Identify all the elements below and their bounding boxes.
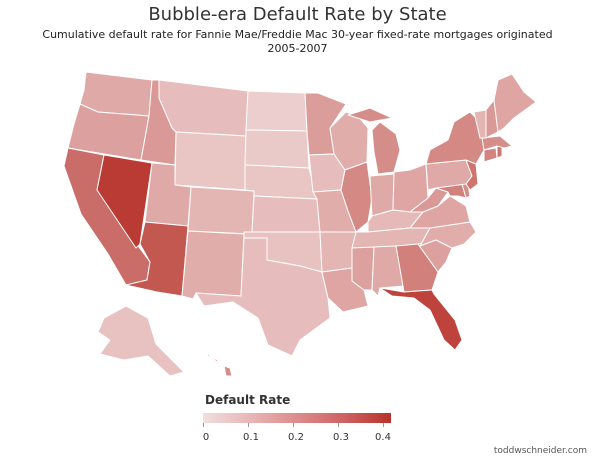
state-south-dakota[interactable] xyxy=(244,129,310,169)
legend-tick-label: 0.4 xyxy=(375,432,391,443)
state-maine[interactable] xyxy=(493,73,537,133)
legend-tick-label: 0 xyxy=(202,432,210,443)
state-mississippi[interactable] xyxy=(351,246,375,291)
state-georgia[interactable] xyxy=(395,243,439,293)
legend-title: Default Rate xyxy=(205,393,291,407)
legend-color-scale xyxy=(203,413,391,423)
state-rhode-island[interactable] xyxy=(496,145,503,159)
state-connecticut[interactable] xyxy=(483,147,498,163)
state-nevada[interactable] xyxy=(96,154,153,249)
map-subtitle: Cumulative default rate for Fannie Mae/F… xyxy=(42,28,553,55)
state-texas[interactable] xyxy=(195,237,331,357)
state-arkansas[interactable] xyxy=(319,231,357,273)
state-kansas[interactable] xyxy=(251,195,321,233)
legend-tick xyxy=(338,423,339,427)
legend-tick xyxy=(383,423,384,427)
state-wyoming[interactable] xyxy=(174,131,247,191)
legend-tick-label: 0.2 xyxy=(288,432,304,443)
legend-tick-label: 0.1 xyxy=(243,432,259,443)
state-north-dakota[interactable] xyxy=(245,90,308,132)
state-indiana[interactable] xyxy=(369,173,395,217)
state-massachusetts[interactable] xyxy=(481,135,513,151)
legend-tick xyxy=(203,423,204,427)
state-wisconsin[interactable] xyxy=(329,111,369,171)
legend-tick xyxy=(293,423,294,427)
state-colorado[interactable] xyxy=(187,186,255,235)
state-nebraska[interactable] xyxy=(244,164,318,200)
legend-tick xyxy=(248,423,249,427)
state-alaska[interactable] xyxy=(97,305,185,377)
state-montana[interactable] xyxy=(158,79,249,137)
state-florida[interactable] xyxy=(379,287,463,351)
legend-tick-label: 0.3 xyxy=(333,432,349,443)
map-title: Bubble-era Default Rate by State xyxy=(148,4,447,25)
state-new-mexico[interactable] xyxy=(181,230,245,300)
credit-text: toddwschneider.com xyxy=(493,446,587,456)
state-illinois[interactable] xyxy=(340,161,373,233)
state-michigan[interactable] xyxy=(347,107,401,175)
state-hawaii[interactable] xyxy=(205,353,233,377)
